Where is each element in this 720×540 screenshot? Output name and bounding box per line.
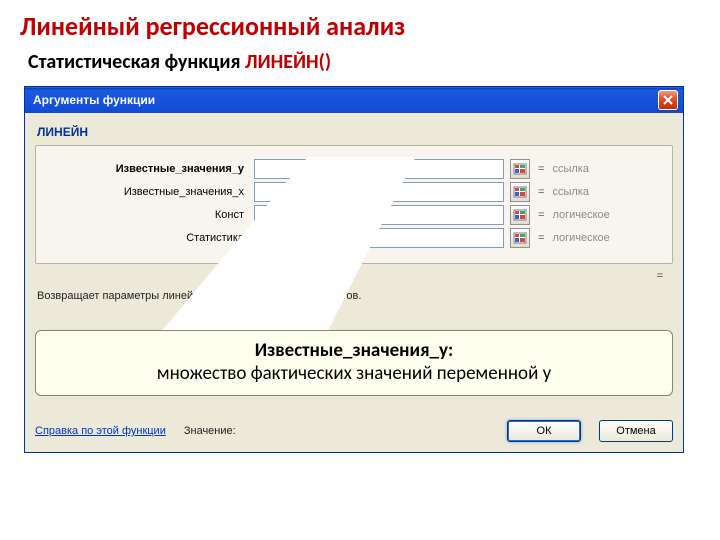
arg-type-hint: логическое <box>552 209 609 221</box>
arg-label: Известные_значения_x <box>48 186 248 198</box>
equals-sign: = <box>536 209 546 221</box>
cancel-button[interactable]: Отмена <box>599 420 673 442</box>
dialog-titlebar: Аргументы функции <box>25 87 683 113</box>
ref-select-button[interactable] <box>510 182 530 202</box>
tooltip-title: Известные_значения_у: <box>255 339 454 362</box>
range-select-icon <box>513 186 527 198</box>
argument-tooltip: Известные_значения_у: множество фактичес… <box>35 330 673 396</box>
function-name: ЛИНЕЙН <box>35 121 673 145</box>
ok-button[interactable]: ОК <box>507 420 581 442</box>
arg-type-hint: ссылка <box>552 163 589 175</box>
arg-label: Известные_значения_y <box>48 163 248 175</box>
page-title: Линейный регрессионный анализ <box>20 10 700 42</box>
subtitle-prefix: Статистическая функция <box>28 50 245 74</box>
arg-label: Статистика <box>48 232 248 244</box>
value-label: Значение: <box>184 425 236 437</box>
range-select-icon <box>513 209 527 221</box>
tooltip-body: множество фактических значений переменно… <box>157 362 552 385</box>
subtitle-fn: ЛИНЕЙН() <box>245 50 331 74</box>
arg-row-known-y: Известные_значения_y = ссылка <box>48 159 660 179</box>
arg-type-hint: логическое <box>552 232 609 244</box>
dialog-body: ЛИНЕЙН Известные_значения_y = ссылка Изв… <box>25 113 683 452</box>
arguments-panel: Известные_значения_y = ссылка Известные_… <box>35 145 673 264</box>
dialog-title: Аргументы функции <box>33 93 155 107</box>
page-subtitle: Статистическая функция ЛИНЕЙН() <box>28 50 700 74</box>
result-equals: = <box>35 264 673 286</box>
arg-input-known-x[interactable] <box>254 182 504 202</box>
ref-select-button[interactable] <box>510 228 530 248</box>
arg-input-stats[interactable] <box>254 228 504 248</box>
range-select-icon <box>513 232 527 244</box>
arg-input-known-y[interactable] <box>254 159 504 179</box>
function-arguments-dialog: Аргументы функции ЛИНЕЙН Известные_значе… <box>24 86 684 453</box>
equals-sign: = <box>536 186 546 198</box>
equals-sign: = <box>536 163 546 175</box>
arg-type-hint: ссылка <box>552 186 589 198</box>
function-description: Возвращает параметры линейного оду наиме… <box>35 286 673 306</box>
arg-row-stats: Статистика = логическое <box>48 228 660 248</box>
range-select-icon <box>513 163 527 175</box>
ref-select-button[interactable] <box>510 159 530 179</box>
close-button[interactable] <box>658 90 678 110</box>
arg-row-known-x: Известные_значения_x = ссылка <box>48 182 660 202</box>
equals-sign: = <box>536 232 546 244</box>
close-icon <box>662 94 674 106</box>
help-link[interactable]: Справка по этой функции <box>35 425 166 437</box>
arg-input-const[interactable] <box>254 205 504 225</box>
dialog-footer: Справка по этой функции Значение: ОК Отм… <box>35 418 673 442</box>
ref-select-button[interactable] <box>510 205 530 225</box>
arg-label: Конст <box>48 209 248 221</box>
arg-row-const: Конст = логическое <box>48 205 660 225</box>
